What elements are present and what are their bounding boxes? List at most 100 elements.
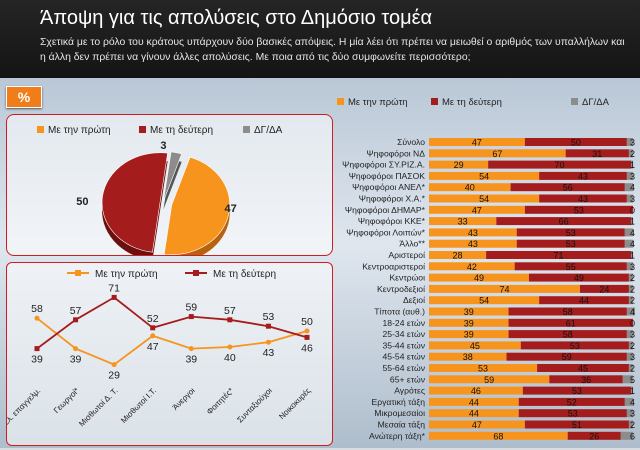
data-label: 39	[70, 354, 82, 366]
bar-segment	[429, 273, 529, 282]
bar-segment	[429, 341, 521, 350]
bar-value-label: 49	[574, 273, 584, 283]
category-label: Άλλο**	[399, 239, 425, 249]
data-point	[73, 317, 79, 323]
bar-segment	[626, 171, 633, 180]
bar-segment	[565, 149, 629, 158]
bar-value-label: 53	[572, 386, 582, 396]
bar-segment	[626, 352, 633, 361]
legend-marker	[75, 270, 81, 276]
legend-label: Με την πρώτη	[48, 124, 111, 136]
bar-segment	[508, 307, 627, 316]
bar-segment	[522, 386, 631, 395]
bar-value-label: 45	[578, 364, 588, 374]
bar-value-label: 43	[468, 239, 478, 249]
pie-value-label: 3	[160, 140, 166, 152]
legend-label: ΔΓ/ΔΑ	[582, 97, 610, 108]
category-label: 65+ ετών	[390, 374, 425, 384]
bar-segment	[628, 284, 633, 293]
bar-value-label: 3	[630, 262, 635, 272]
data-label: 29	[108, 370, 120, 382]
data-point	[34, 315, 40, 321]
bar-value-label: 53	[574, 205, 584, 215]
legend-swatch	[243, 126, 250, 133]
x-tick-label: Ελ. επαγγελμ.	[7, 386, 42, 428]
category-label: Κεντροαριστεροί	[362, 261, 425, 271]
bar-value-label: 55	[566, 262, 576, 272]
bar-segment	[579, 284, 629, 293]
bar-value-label: 43	[578, 171, 588, 181]
x-tick-label: Νοικοκυρές	[277, 386, 312, 421]
category-label: Ψηφοφόροι ΠΑΣΟΚ	[349, 171, 426, 181]
bar-value-label: 50	[571, 138, 581, 148]
category-label: Ψηφοφόροι Χ.Α.*	[359, 194, 426, 204]
bar-value-label: 44	[469, 397, 479, 407]
bar-value-label: 54	[479, 171, 489, 181]
bar-segment	[429, 296, 540, 305]
bar-value-label: 4	[630, 307, 635, 317]
percent-badge: %	[6, 86, 42, 108]
bar-segment	[626, 262, 633, 271]
data-label: 47	[147, 341, 159, 353]
bar-value-label: 54	[479, 194, 489, 204]
legend-swatch	[37, 126, 44, 133]
x-tick-label: Συνταξιούχοι	[235, 386, 274, 425]
bar-segment	[567, 431, 621, 440]
bar-value-label: 58	[563, 307, 573, 317]
bar-segment	[518, 409, 627, 418]
bar-value-label: 68	[493, 431, 503, 441]
x-tick-label: Μισθωτοί Ι.Τ.	[119, 386, 158, 425]
bar-segment	[626, 330, 633, 339]
bar-segment	[429, 171, 540, 180]
bar-value-label: 53	[568, 409, 578, 419]
data-label: 53	[263, 311, 275, 323]
bar-value-label: 1	[630, 251, 635, 261]
category-label: Ψηφοφόροι Λοιπών*	[346, 227, 425, 237]
bar-value-label: 26	[589, 431, 599, 441]
bar-segment	[628, 341, 633, 350]
bar-value-label: 46	[471, 386, 481, 396]
bar-value-label: 39	[464, 318, 474, 328]
x-tick-label: Γεωργοί*	[52, 386, 81, 415]
category-label: Ψηφοφόροι ΚΚΕ*	[358, 216, 426, 226]
bar-value-label: 1	[630, 217, 635, 227]
bar-segment	[429, 160, 489, 169]
data-point	[304, 328, 310, 334]
bar-segment	[429, 352, 507, 361]
bar-value-label: 43	[468, 228, 478, 238]
legend-label: Με τη δεύτερη	[442, 97, 502, 108]
category-label: Αγρότες	[394, 386, 425, 396]
bar-segment	[620, 431, 633, 440]
bar-value-label: 3	[630, 138, 635, 148]
pie-slice	[101, 152, 168, 253]
bar-value-label: 74	[499, 284, 509, 294]
pie-slice	[163, 151, 183, 202]
bar-segment	[429, 217, 497, 226]
category-label: Μεσαία τάξη	[378, 420, 426, 430]
bar-segment	[429, 386, 523, 395]
bar-value-label: 3	[630, 409, 635, 419]
data-label: 58	[31, 303, 43, 315]
x-tick-label: Άνεργοι	[171, 386, 197, 412]
legend-label: ΔΓ/ΔΑ	[254, 125, 283, 136]
bar-value-label: 6	[630, 431, 635, 441]
bar-segment	[514, 262, 627, 271]
bar-segment	[429, 431, 568, 440]
category-label: 45-54 ετών	[383, 352, 425, 362]
series-line	[36, 296, 308, 350]
bar-value-label: 4	[630, 228, 635, 238]
data-point	[111, 362, 117, 368]
data-label: 71	[108, 282, 120, 294]
bar-segment	[429, 183, 511, 192]
bar-segment	[429, 284, 580, 293]
bar-value-label: 1	[630, 386, 635, 396]
line-panel: Με την πρώτη Με τη δεύτερη 58 39 29 47 39 40 43 5…	[1, 262, 333, 446]
bar-value-label: 2	[630, 341, 635, 351]
bar-segment	[628, 296, 633, 305]
bar-value-label: 3	[630, 171, 635, 181]
bar-segment	[630, 217, 633, 226]
legend-label: Με τη δεύτερη	[213, 268, 276, 280]
category-label: 55-64 ετών	[383, 363, 425, 373]
bar-value-label: 36	[581, 375, 591, 385]
bar-segment	[539, 171, 627, 180]
